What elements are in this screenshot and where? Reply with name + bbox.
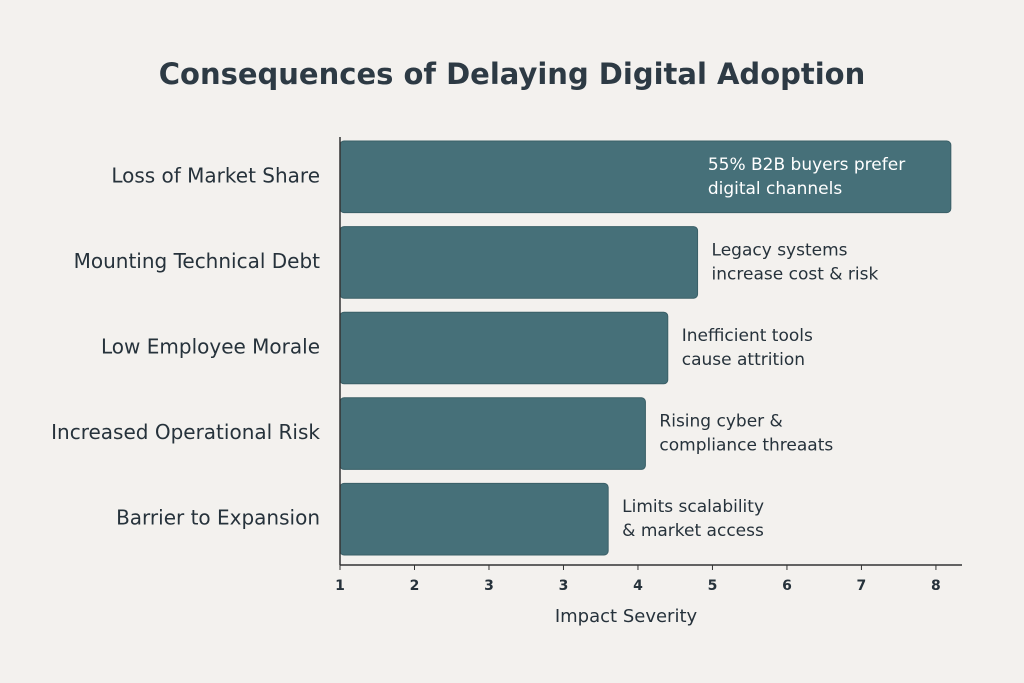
x-tick-label: 7	[857, 578, 867, 594]
annotation: Legacy systems	[712, 240, 848, 260]
category-label: Low Employee Morale	[101, 335, 320, 359]
x-tick-label: 5	[708, 578, 718, 594]
bar	[339, 311, 669, 385]
annotation: digital channels	[708, 179, 843, 199]
annotation: compliance threaats	[659, 436, 833, 456]
annotation: Inefficient tools	[682, 326, 813, 346]
x-tick-label: 4	[633, 578, 643, 594]
category-label: Mounting Technical Debt	[74, 249, 321, 273]
bar	[339, 482, 609, 556]
annotation: & market access	[622, 521, 764, 541]
category-label: Increased Operational Risk	[51, 420, 320, 444]
annotation: Limits scalability	[622, 497, 764, 517]
category-label: Barrier to Expansion	[116, 506, 320, 530]
annotation: increase cost & risk	[712, 264, 879, 284]
category-label: Loss of Market Share	[111, 163, 320, 187]
x-tick-label: 3	[559, 578, 569, 594]
x-tick-label: 2	[410, 578, 420, 594]
annotation: 55% B2B buyers prefer	[708, 155, 905, 175]
x-tick-label: 8	[931, 578, 941, 594]
bar	[339, 140, 952, 214]
x-tick-label: 3	[484, 578, 494, 594]
x-tick-label: 6	[782, 578, 792, 594]
bar	[339, 226, 699, 299]
annotation: Rising cyber &	[659, 412, 782, 432]
annotation: cause attrition	[682, 350, 805, 370]
chart-title: Consequences of Delaying Digital Adoptio…	[159, 57, 866, 91]
x-axis-label: Impact Severity	[555, 606, 698, 627]
bar	[339, 397, 646, 470]
x-tick-label: 1	[335, 578, 345, 594]
